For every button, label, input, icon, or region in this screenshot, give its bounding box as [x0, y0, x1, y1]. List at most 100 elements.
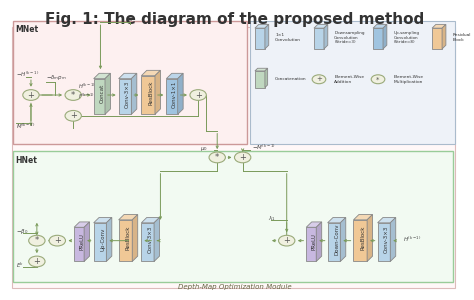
- Circle shape: [29, 256, 45, 267]
- Polygon shape: [154, 218, 160, 262]
- Polygon shape: [131, 73, 137, 114]
- Polygon shape: [141, 70, 160, 76]
- Text: +: +: [34, 257, 40, 266]
- Polygon shape: [94, 73, 110, 79]
- Text: HNet: HNet: [15, 156, 37, 165]
- Polygon shape: [118, 214, 138, 220]
- Text: $H^{(k-1)}$: $H^{(k-1)}$: [402, 235, 421, 244]
- Text: Conv-1×1: Conv-1×1: [172, 80, 177, 107]
- Text: *: *: [376, 76, 380, 82]
- Polygon shape: [340, 218, 346, 262]
- Polygon shape: [432, 24, 446, 28]
- Polygon shape: [155, 70, 160, 114]
- Text: $F^{(k-1)}$: $F^{(k-1)}$: [78, 92, 95, 101]
- Text: Concat: Concat: [100, 84, 105, 104]
- FancyBboxPatch shape: [166, 79, 178, 114]
- Polygon shape: [132, 214, 138, 262]
- Circle shape: [235, 152, 251, 163]
- FancyBboxPatch shape: [141, 223, 154, 262]
- Text: $E^{k}$: $E^{k}$: [16, 260, 24, 270]
- Text: C: C: [128, 17, 132, 22]
- Text: ResBlock: ResBlock: [361, 226, 365, 250]
- FancyBboxPatch shape: [12, 27, 455, 288]
- Polygon shape: [84, 222, 90, 262]
- Text: +: +: [195, 91, 201, 100]
- Polygon shape: [316, 222, 322, 262]
- Text: $\mu_0$: $\mu_0$: [201, 145, 208, 153]
- Text: Down-Conv: Down-Conv: [334, 224, 339, 255]
- Polygon shape: [306, 222, 322, 227]
- Text: Residual
Block: Residual Block: [452, 33, 471, 42]
- Polygon shape: [383, 24, 387, 49]
- Text: *: *: [35, 236, 39, 245]
- Text: +: +: [70, 111, 77, 120]
- Text: ResBlock: ResBlock: [148, 80, 154, 105]
- FancyBboxPatch shape: [432, 28, 442, 49]
- Text: PReLU: PReLU: [311, 233, 317, 250]
- Text: *: *: [215, 153, 219, 162]
- Circle shape: [65, 110, 82, 121]
- Polygon shape: [94, 218, 112, 223]
- Polygon shape: [106, 218, 112, 262]
- Polygon shape: [141, 218, 160, 223]
- Text: Element-Wise
Addition: Element-Wise Addition: [334, 75, 365, 84]
- Polygon shape: [442, 24, 446, 49]
- Text: Concatenation: Concatenation: [275, 77, 307, 81]
- Text: PReLU: PReLU: [79, 233, 84, 250]
- FancyBboxPatch shape: [314, 28, 324, 49]
- Polygon shape: [105, 73, 110, 114]
- Polygon shape: [378, 218, 396, 223]
- FancyBboxPatch shape: [373, 28, 383, 49]
- Circle shape: [279, 235, 295, 246]
- Circle shape: [209, 152, 225, 163]
- FancyBboxPatch shape: [94, 79, 105, 114]
- Text: Conv-3×3: Conv-3×3: [384, 226, 389, 253]
- Polygon shape: [354, 214, 373, 220]
- FancyBboxPatch shape: [118, 79, 131, 114]
- Text: $\lambda_1$: $\lambda_1$: [268, 214, 275, 223]
- Polygon shape: [265, 24, 269, 49]
- Text: Conv-3×3: Conv-3×3: [148, 226, 153, 253]
- FancyBboxPatch shape: [13, 21, 247, 144]
- FancyBboxPatch shape: [378, 223, 390, 262]
- FancyBboxPatch shape: [118, 220, 132, 262]
- FancyBboxPatch shape: [141, 76, 155, 114]
- Text: Conv-3×3: Conv-3×3: [125, 80, 130, 107]
- Polygon shape: [118, 73, 137, 79]
- Text: 1×1
Convolution: 1×1 Convolution: [275, 33, 301, 42]
- FancyBboxPatch shape: [328, 223, 340, 262]
- Circle shape: [65, 90, 82, 101]
- Text: $-H^{(k-1)}$: $-H^{(k-1)}$: [16, 70, 39, 80]
- Text: $-\beta_0$: $-\beta_0$: [16, 227, 28, 236]
- FancyBboxPatch shape: [13, 152, 454, 282]
- Polygon shape: [255, 24, 269, 28]
- Polygon shape: [367, 214, 373, 262]
- FancyBboxPatch shape: [354, 220, 367, 262]
- Circle shape: [49, 235, 65, 246]
- Text: $-M^{(k-1)}$: $-M^{(k-1)}$: [252, 143, 275, 152]
- Text: MNet: MNet: [15, 25, 38, 34]
- Polygon shape: [255, 68, 268, 71]
- Polygon shape: [390, 218, 396, 262]
- Polygon shape: [373, 24, 387, 28]
- Text: Up-Conv: Up-Conv: [100, 228, 105, 251]
- Text: Up-sampling
Convolution
(Stride=8): Up-sampling Convolution (Stride=8): [393, 31, 419, 44]
- Text: +: +: [283, 236, 290, 245]
- Circle shape: [23, 90, 39, 101]
- FancyBboxPatch shape: [255, 71, 265, 88]
- FancyBboxPatch shape: [250, 21, 455, 144]
- Polygon shape: [265, 68, 268, 88]
- Polygon shape: [328, 218, 346, 223]
- Text: $H^{(k-1)}$: $H^{(k-1)}$: [78, 82, 96, 91]
- FancyBboxPatch shape: [74, 227, 84, 262]
- Text: Downsampling
Convolution
(Stride=3): Downsampling Convolution (Stride=3): [334, 31, 365, 44]
- Circle shape: [190, 90, 206, 101]
- Text: Fig. 1: The diagram of the proposed method: Fig. 1: The diagram of the proposed meth…: [45, 12, 424, 27]
- Text: Element-Wise
Multiplication: Element-Wise Multiplication: [393, 75, 423, 84]
- Text: *: *: [71, 91, 75, 100]
- Polygon shape: [314, 24, 328, 28]
- Text: +: +: [27, 91, 35, 100]
- FancyBboxPatch shape: [94, 223, 106, 262]
- Polygon shape: [178, 73, 183, 114]
- Text: ResBlock: ResBlock: [126, 226, 131, 250]
